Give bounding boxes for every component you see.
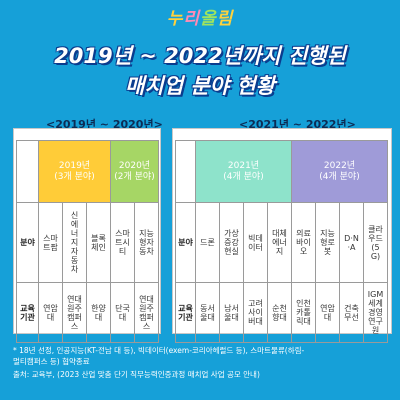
row-label-text: 교육기관 — [20, 303, 35, 322]
field-text: 의료바이오 — [296, 229, 311, 256]
inst-cell: 인천카톨릭대 — [291, 282, 316, 343]
logo-char: 올 — [200, 9, 217, 29]
logo-char: 누 — [166, 9, 184, 29]
field-cell: 신에너지자동차 — [62, 202, 87, 283]
inst-cell: 연암대 — [315, 282, 340, 343]
table-2021-2022: 2021년 (4개 분야) 2022년 (4개 분야) 분야 드론 가상증강현실… — [175, 140, 388, 343]
field-cell: 스마트시티 — [110, 202, 135, 283]
period-label-left: <2019년 ~ 2020년> — [46, 118, 163, 131]
inst-cell: IGM세계경영연구원 — [363, 282, 388, 343]
brand-logo: 누리올림 — [0, 4, 400, 29]
row-label-text: 교육기관 — [178, 303, 193, 322]
inst-text: 연암대 — [320, 303, 335, 322]
field-cell: D·N·A — [339, 202, 364, 283]
header-count: (4개 분야) — [223, 171, 264, 182]
inst-text: 건축무선 — [344, 303, 359, 322]
header-2021: 2021년 (4개 분야) — [195, 140, 292, 203]
field-text: 빅데이터 — [248, 233, 263, 252]
field-text: 블록체인 — [91, 233, 106, 252]
corner-cell — [175, 140, 196, 203]
inst-cell: 고려사이버대 — [243, 282, 268, 343]
logo-char: 리 — [183, 9, 200, 29]
table-panel-2021-2022: 2021년 (4개 분야) 2022년 (4개 분야) 분야 드론 가상증강현실… — [172, 128, 392, 343]
inst-text: 단국대 — [115, 303, 130, 322]
inst-cell: 연대 원주캠퍼스 — [62, 282, 87, 343]
field-cell: 스마트팜 — [38, 202, 63, 283]
field-cell: 지능형로봇 — [315, 202, 340, 283]
field-text: 스마트팜 — [43, 233, 58, 252]
field-text: 스마트시티 — [115, 229, 130, 256]
inst-cell: 동서울대 — [195, 282, 220, 343]
inst-text: 연대 원주캠퍼스 — [139, 294, 154, 331]
field-text: 드론 — [200, 238, 215, 247]
header-count: (3개 분야) — [54, 171, 95, 182]
table-2019-2020: 2019년 (3개 분야) 2020년 (2개 분야) 분야 스마트팜 신에너지… — [16, 140, 159, 343]
row-label-field: 분야 — [16, 202, 39, 283]
field-cell: 빅데이터 — [243, 202, 268, 283]
inst-text: 동서울대 — [200, 303, 215, 322]
corner-cell — [16, 140, 39, 203]
header-count: (4개 분야) — [319, 171, 360, 182]
header-2022: 2022년 (4개 분야) — [291, 140, 388, 203]
inst-text: 순천향대 — [272, 303, 287, 322]
field-text: 지능형로봇 — [320, 229, 335, 256]
inst-cell: 연암대 — [38, 282, 63, 343]
field-cell: 지능형자동차 — [134, 202, 159, 283]
inst-cell: 남서울대 — [219, 282, 244, 343]
row-label-field: 분야 — [175, 202, 196, 283]
field-cell: 의료바이오 — [291, 202, 316, 283]
header-2019: 2019년 (3개 분야) — [38, 140, 111, 203]
inst-text: 고려사이버대 — [248, 299, 263, 326]
page-title-line2: 매치업 분야 현황 — [125, 74, 275, 98]
inst-text: IGM세계경영연구원 — [367, 290, 384, 335]
field-text: 대체에너지 — [272, 229, 287, 256]
row-label-inst: 교육기관 — [16, 282, 39, 343]
field-text: D·N·A — [344, 233, 359, 252]
inst-cell: 연대 원주캠퍼스 — [134, 282, 159, 343]
field-text: 지능형자동차 — [139, 229, 154, 256]
table-panel-2019-2020: 2019년 (3개 분야) 2020년 (2개 분야) 분야 스마트팜 신에너지… — [13, 128, 161, 343]
header-year: 2022년 — [323, 160, 356, 171]
inst-text: 연암대 — [43, 303, 58, 322]
header-year: 2021년 — [227, 160, 260, 171]
header-count: (2개 분야) — [114, 171, 155, 182]
logo-char: 림 — [216, 9, 234, 29]
field-cell: 블록체인 — [86, 202, 111, 283]
field-text: 신에너지자동차 — [70, 211, 79, 274]
inst-cell: 순천향대 — [267, 282, 292, 343]
inst-text: 연대 원주캠퍼스 — [67, 294, 82, 331]
inst-text: 인천카톨릭대 — [296, 299, 311, 326]
row-label-inst: 교육기관 — [175, 282, 196, 343]
field-cell: 클라우드(5G) — [363, 202, 388, 283]
period-label-right: <2021년 ~ 2022년> — [239, 118, 356, 131]
inst-cell: 한양대 — [86, 282, 111, 343]
source-note: 출처: 교육부, (2023 산업 맞춤 단기 직무능력인증과정 매치업 사업 … — [13, 370, 260, 379]
field-text: 가상증강현실 — [224, 229, 239, 256]
field-cell: 드론 — [195, 202, 220, 283]
field-text: 클라우드(5G) — [368, 224, 383, 261]
inst-cell: 건축무선 — [339, 282, 364, 343]
header-2020: 2020년 (2개 분야) — [110, 140, 159, 203]
footnote-line1: * 18년 선정, 인공지능(KT-전남 대 등), 빅데이터(exem-코리아… — [13, 346, 305, 355]
page-title-line1: 2019년 ~ 2022년까지 진행된 — [54, 44, 346, 68]
header-year: 2019년 — [58, 160, 91, 171]
inst-cell: 단국대 — [110, 282, 135, 343]
inst-text: 한양대 — [91, 303, 106, 322]
inst-text: 남서울대 — [224, 303, 239, 322]
field-cell: 대체에너지 — [267, 202, 292, 283]
field-cell: 가상증강현실 — [219, 202, 244, 283]
header-year: 2020년 — [118, 160, 151, 171]
footnote-line2: 멀티캠퍼스 등) 협약종료 — [13, 357, 90, 366]
